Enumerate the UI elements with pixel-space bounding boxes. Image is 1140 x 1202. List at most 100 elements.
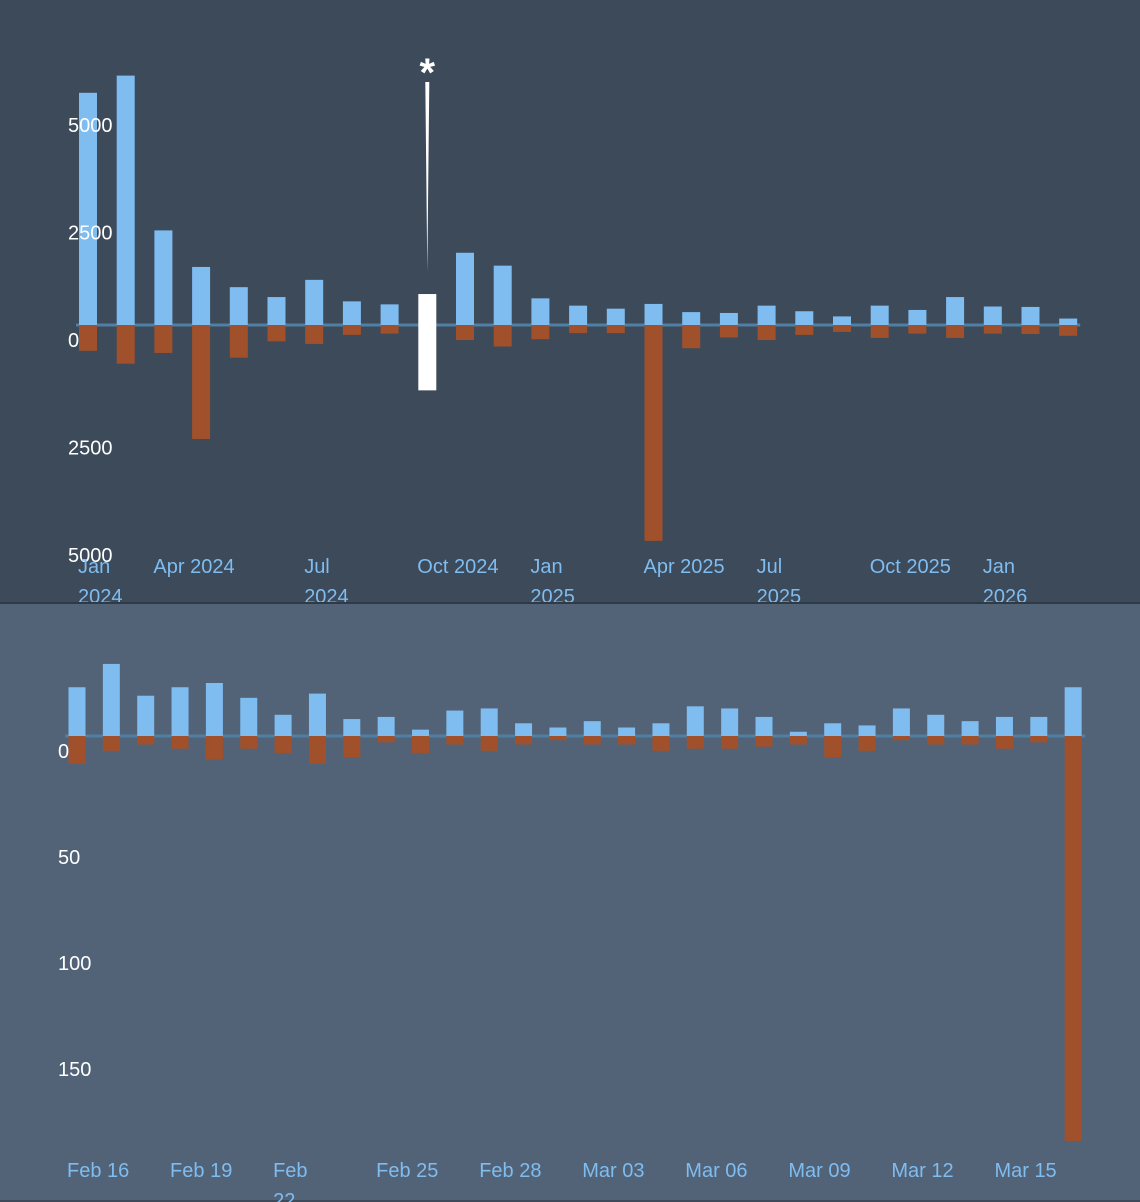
x-tick-label-line: Mar 06 (685, 1160, 747, 1182)
x-tick-label-line: Mar 09 (788, 1160, 850, 1182)
x-tick-label: Feb 16 (67, 1160, 129, 1182)
negative-bar (569, 325, 588, 334)
negative-bar (137, 736, 155, 745)
positive-bar (1021, 306, 1040, 325)
positive-bar (154, 230, 173, 325)
x-tick-label-line: Jan (983, 556, 1015, 578)
x-tick-label: Feb 28 (479, 1160, 541, 1182)
positive-bar (719, 312, 738, 325)
positive-bar (171, 687, 189, 736)
positive-bar (870, 305, 889, 325)
negative-bar (192, 325, 211, 439)
positive-bar (583, 721, 601, 736)
positive-bar (342, 301, 361, 325)
x-tick-label: Apr 2025 (644, 556, 725, 578)
negative-bar (995, 736, 1013, 749)
negative-bar (1059, 325, 1078, 336)
negative-bar (908, 325, 927, 334)
negative-bar (305, 325, 324, 344)
positive-bar (927, 714, 945, 736)
y-tick-label: 0 (68, 330, 79, 352)
x-tick-label-line: 22 (273, 1190, 295, 1202)
negative-bar (412, 736, 429, 753)
negative-bar (493, 325, 512, 347)
positive-bar (79, 92, 97, 325)
x-tick-label-line: Apr 2024 (153, 556, 234, 578)
x-tick-label-line: Mar 15 (994, 1160, 1056, 1182)
positive-bar (308, 693, 326, 736)
x-tick-label-line: 2024 (78, 586, 123, 602)
negative-bar (686, 736, 704, 749)
positive-bar (229, 287, 248, 325)
positive-bar (618, 727, 636, 736)
positive-bar (446, 710, 464, 736)
positive-bar (192, 266, 211, 325)
negative-bar (343, 736, 361, 758)
positive-bar (531, 298, 550, 325)
negative-bar (858, 736, 876, 751)
positive-bar (1059, 318, 1078, 325)
negative-bar (757, 325, 776, 341)
x-tick-label: Mar 15 (994, 1160, 1056, 1182)
negative-bar (446, 736, 464, 745)
positive-bar (995, 716, 1013, 736)
x-tick-label-line: Oct 2024 (417, 556, 498, 578)
x-tick-label-line: Oct 2025 (870, 556, 951, 578)
negative-bar (824, 736, 842, 758)
x-tick-label-line: 2024 (304, 586, 349, 602)
x-tick-label-line: Jan (530, 556, 562, 578)
x-tick-label: Jan 2024 (78, 556, 123, 602)
y-tick-label: 100 (58, 953, 91, 975)
negative-bar (380, 325, 399, 334)
negative-bar (721, 736, 739, 749)
x-tick-label: Jul 2025 (757, 556, 802, 602)
negative-bar (515, 736, 533, 745)
positive-bar (480, 708, 498, 736)
negative-bar (795, 325, 814, 335)
x-tick-label: Apr 2024 (153, 556, 234, 578)
positive-bar (102, 663, 120, 736)
y-tick-label: 0 (58, 741, 69, 763)
y-tick-label: 150 (58, 1059, 91, 1081)
y-tick-label: 5000 (68, 545, 113, 567)
x-tick-label-line: Feb 28 (479, 1160, 541, 1182)
positive-bar (1030, 716, 1048, 736)
negative-bar (456, 325, 474, 341)
x-tick-label-line: 2026 (983, 586, 1028, 602)
negative-bar (116, 325, 135, 364)
positive-bar (892, 708, 910, 736)
bottom-chart-panel: 0 50 100 150 Feb 16 Feb 19 Feb 22 Feb 25 Feb 28 Ma… (0, 602, 1140, 1202)
y-tick-label: 2500 (68, 438, 113, 460)
positive-bar (569, 305, 588, 325)
x-tick-label: Feb 19 (170, 1160, 232, 1182)
negative-bar (79, 325, 97, 351)
positive-bar (274, 714, 292, 736)
negative-bar (240, 736, 258, 749)
x-tick-label-line: Feb 25 (376, 1160, 438, 1182)
positive-bar (343, 719, 361, 736)
positive-bar (833, 316, 851, 325)
positive-bar (205, 683, 223, 736)
x-tick-label-line: 2025 (530, 586, 575, 602)
x-tick-label: Jan 2026 (983, 556, 1028, 602)
positive-bar (644, 303, 663, 325)
positive-bar (795, 311, 814, 325)
x-tick-label: Mar 03 (582, 1160, 644, 1182)
negative-bar (480, 736, 498, 751)
positive-bar (137, 695, 155, 736)
negative-bar (870, 325, 889, 338)
x-tick-label-line: Feb 19 (170, 1160, 232, 1182)
positive-bar (515, 723, 533, 736)
x-tick-label-line: 2025 (757, 586, 802, 602)
annotation-asterisk: * (420, 51, 436, 95)
negative-bar (1021, 325, 1040, 335)
negative-bar (833, 325, 851, 332)
x-tick-label-line: Mar 03 (582, 1160, 644, 1182)
positive-bar (1064, 687, 1082, 736)
positive-bar (961, 721, 979, 736)
negative-bar (549, 736, 567, 741)
negative-bar (606, 325, 625, 334)
negative-bar (377, 736, 395, 743)
negative-bar (1064, 736, 1082, 1141)
